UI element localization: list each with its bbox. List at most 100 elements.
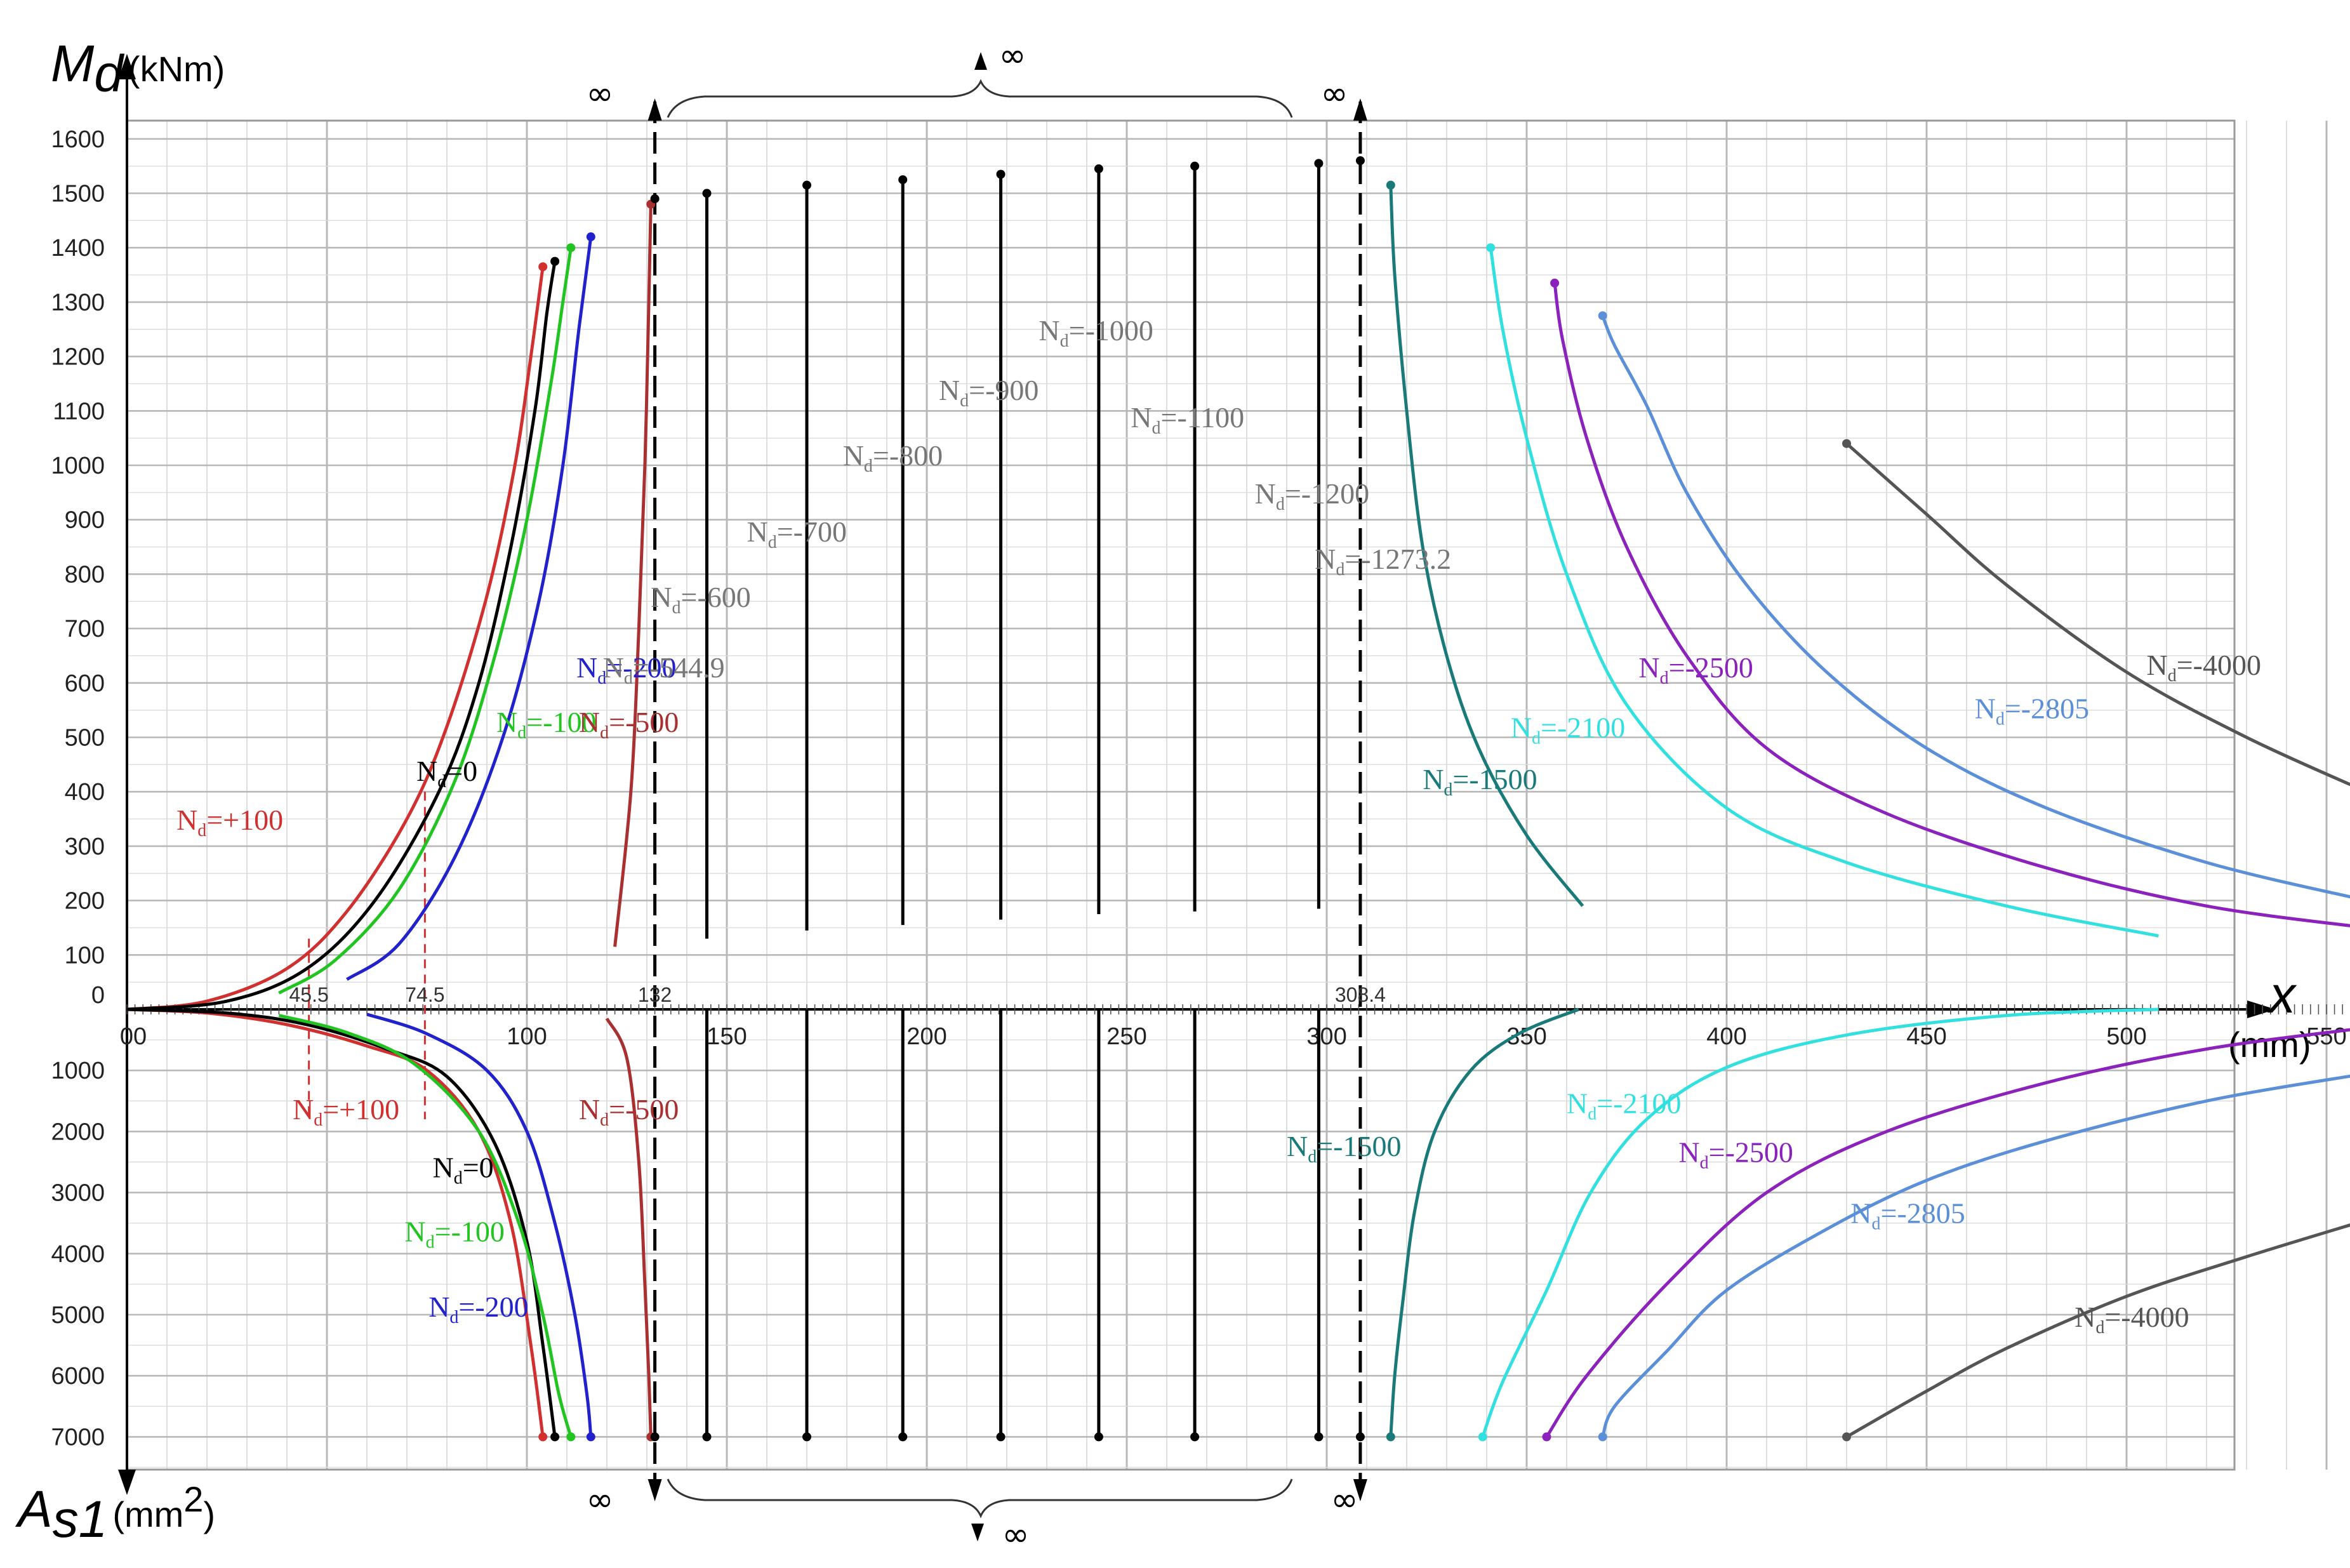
curve-label-md-sub: d <box>2168 666 2177 686</box>
series-endpoint <box>538 1432 548 1442</box>
series-endpoint <box>1542 1432 1551 1442</box>
md-tick-label: 500 <box>65 725 105 752</box>
series-curve-as1 <box>1545 1028 2350 1438</box>
curve-label-md: Nd=0 <box>416 755 477 792</box>
series-curve-as1 <box>1845 1223 2350 1438</box>
curve-label-md: Nd=-1200 <box>1255 477 1370 514</box>
series-curve-md <box>346 236 593 981</box>
series-endpoint <box>586 232 595 242</box>
vertical-line-endpoint <box>898 1432 908 1442</box>
series-curve-as1 <box>1601 1074 2350 1438</box>
series-endpoint <box>1550 278 1560 288</box>
curve-label-md-value: =-1200 <box>1285 477 1369 510</box>
curve-label-as1-sub: d <box>454 1169 463 1188</box>
curve-label-md-sub: d <box>960 391 969 411</box>
curve-label-md-sub: d <box>1660 668 1669 688</box>
series-curve-as1 <box>1389 1007 1579 1437</box>
curve-label-md-value: =-2805 <box>2005 693 2089 725</box>
curve-label-md-prefix: N <box>1975 693 1996 725</box>
curve-label-as1-sub: d <box>2095 1318 2104 1338</box>
curve-label-md-sub: d <box>1336 560 1344 580</box>
curve-label-md-sub: d <box>517 723 526 743</box>
infinity-annotations: ∞ ∞ ∞ ∞ ∞ ∞ <box>586 37 1358 1554</box>
curve-label-md-value: =-1100 <box>1161 401 1245 434</box>
curve-label-as1-prefix: N <box>1567 1087 1588 1120</box>
curve-label-as1: Nd=-2500 <box>1678 1136 1793 1173</box>
as1-tick-label: 7000 <box>51 1424 105 1451</box>
curve-label-md-prefix: N <box>1131 401 1152 434</box>
limit-endpoint <box>650 1432 660 1442</box>
x-tick-label: 00 <box>120 1023 147 1050</box>
md-tick-label: 1400 <box>51 235 105 262</box>
curve-label-as1-prefix: N <box>433 1152 454 1184</box>
arrow-up-icon <box>1353 98 1367 121</box>
as1-tick-label: 6000 <box>51 1363 105 1390</box>
curve-label-md-prefix: N <box>843 439 864 472</box>
series-endpoint <box>1386 1432 1395 1442</box>
curve-label-as1-sub: d <box>449 1308 458 1327</box>
curve-label-md-value: =-500 <box>609 706 679 738</box>
md-tick-label: 1500 <box>51 181 105 208</box>
curve-label-as1-value: =-200 <box>458 1291 528 1323</box>
curve-label-md-prefix: N <box>416 755 437 787</box>
curve-label-as1-prefix: N <box>428 1291 449 1323</box>
curve-label-as1-sub: d <box>1588 1105 1597 1124</box>
curve-label-as1-prefix: N <box>1678 1136 1699 1169</box>
marked-x-label: 132 <box>638 983 672 1006</box>
curve-label-as1-prefix: N <box>579 1093 600 1126</box>
md-tick-label: 300 <box>65 834 105 860</box>
curve-labels: Nd=+100Nd=0Nd=-100Nd=-200Nd=-500Nd=-544.… <box>176 314 2261 1338</box>
curve-label-as1-prefix: N <box>2075 1301 2095 1333</box>
marked-x-label: 74.5 <box>405 983 444 1006</box>
curve-label-as1-value: =0 <box>463 1152 494 1184</box>
series-endpoint <box>566 1432 576 1442</box>
brace-top <box>667 79 1293 118</box>
curves <box>126 156 2350 1442</box>
vertical-line-endpoint <box>1190 161 1200 171</box>
arrow-down-icon <box>971 1524 984 1541</box>
series-endpoint <box>1598 311 1607 321</box>
vertical-line-endpoint <box>802 1432 811 1442</box>
x-tick-label: 100 <box>507 1023 547 1050</box>
curve-label-as1-value: =-2500 <box>1709 1136 1793 1169</box>
curve-label-md: Nd=-900 <box>939 374 1039 411</box>
md-tick-label: 800 <box>65 561 105 588</box>
as1-tick-label: 3000 <box>51 1180 105 1207</box>
curve-label-md-prefix: N <box>579 706 600 738</box>
curve-label-md-sub: d <box>1152 418 1161 438</box>
axes: Md (kNm)As1 (mm2)x(mm) <box>15 35 2343 1548</box>
curve-label-md-sub: d <box>1996 710 2005 729</box>
curve-label-md-value: =-600 <box>681 581 751 613</box>
curve-label-md-sub: d <box>197 821 206 840</box>
md-tick-label: 900 <box>65 507 105 534</box>
top-axis-arrow <box>118 54 136 79</box>
series-curve-as1 <box>278 1014 573 1438</box>
series-curve-md <box>1601 315 2350 899</box>
curve-label-md-sub: d <box>597 668 606 688</box>
vertical-line-endpoint <box>702 189 712 198</box>
md-tick-label: 700 <box>65 616 105 642</box>
as1-axis-label-unit-close: ) <box>203 1494 215 1534</box>
curve-label-md-prefix: N <box>576 651 597 684</box>
curve-label-md: Nd=-700 <box>747 515 847 552</box>
curve-label-md-sub: d <box>768 533 777 552</box>
arrow-down-icon <box>647 1479 662 1501</box>
curve-label-md-value: =-2500 <box>1669 651 1753 684</box>
curve-label-md-sub: d <box>1276 495 1285 514</box>
curve-label-as1: Nd=0 <box>433 1152 494 1188</box>
curve-label-md-prefix: N <box>1255 477 1276 510</box>
md-tick-label: 1200 <box>51 344 105 371</box>
curve-label-md: Nd=-1500 <box>1423 763 1537 800</box>
vertical-line-endpoint <box>702 1432 712 1442</box>
curve-label-as1-prefix: N <box>1287 1130 1308 1162</box>
curve-label-as1: Nd=+100 <box>293 1093 399 1130</box>
series-curve-md <box>126 261 557 1011</box>
series-curve-md <box>1845 442 2350 787</box>
series-curve-md <box>278 247 573 995</box>
curve-label-md-sub: d <box>437 772 446 792</box>
md-tick-label: 1000 <box>51 453 105 479</box>
vertical-line-endpoint <box>802 180 811 190</box>
x-tick-label: 400 <box>1706 1023 1746 1050</box>
series-endpoint <box>1478 1432 1487 1442</box>
as1-tick-label: 4000 <box>51 1241 105 1268</box>
